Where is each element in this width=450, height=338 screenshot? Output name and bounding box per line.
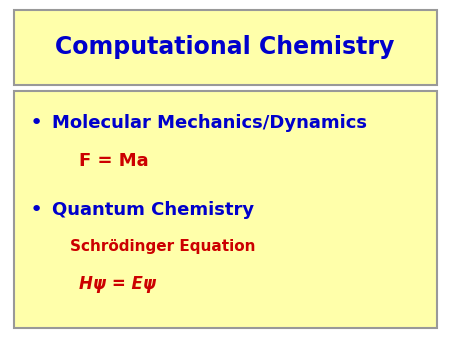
Text: Computational Chemistry: Computational Chemistry: [55, 35, 395, 59]
Text: Hψ = Eψ: Hψ = Eψ: [79, 275, 156, 293]
FancyBboxPatch shape: [14, 91, 436, 328]
Text: Schrödinger Equation: Schrödinger Equation: [70, 239, 255, 254]
FancyBboxPatch shape: [14, 10, 436, 84]
Text: Quantum Chemistry: Quantum Chemistry: [52, 200, 254, 219]
Text: •: •: [29, 199, 43, 220]
Text: •: •: [29, 113, 43, 134]
Text: Molecular Mechanics/Dynamics: Molecular Mechanics/Dynamics: [52, 114, 367, 132]
Text: F = Ma: F = Ma: [79, 151, 148, 170]
